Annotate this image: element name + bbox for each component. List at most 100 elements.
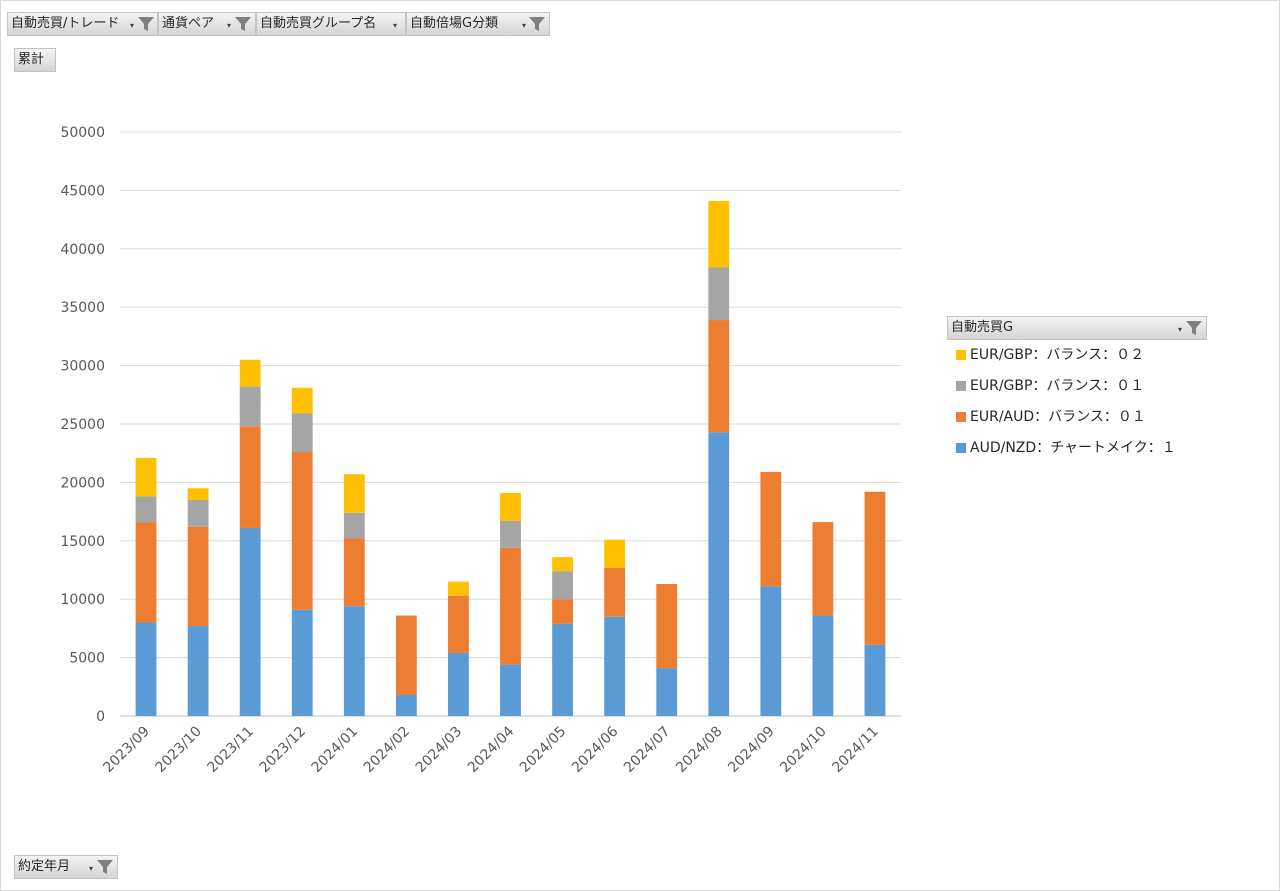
- y-tick-label: 5000: [69, 651, 105, 667]
- x-tick-label: 2024/10: [777, 724, 829, 776]
- axis-field-label: 約定年月: [18, 859, 71, 874]
- bar-segment: [239, 386, 261, 427]
- axis-field-button[interactable]: 約定年月 ▾: [14, 855, 118, 879]
- bar-segment: [395, 615, 417, 695]
- bar-segment: [343, 512, 365, 539]
- legend-label: EUR/AUD：バランス：０１: [970, 409, 1146, 425]
- bar-segment: [708, 267, 730, 321]
- x-tick-label: 2024/03: [413, 724, 465, 776]
- x-tick-label: 2024/04: [465, 723, 518, 776]
- y-tick-label: 45000: [60, 183, 105, 199]
- bar-segment: [187, 626, 209, 716]
- bar-segment: [343, 538, 365, 607]
- value-field-label: 累計: [18, 52, 45, 67]
- filter-field-label: 自動売買/トレード: [11, 16, 120, 31]
- x-tick-label: 2024/06: [569, 723, 622, 776]
- bar-segment: [500, 520, 521, 548]
- dropdown-icon[interactable]: ▾: [393, 21, 398, 30]
- x-tick-label: 2024/08: [673, 724, 725, 776]
- y-tick-label: 40000: [60, 242, 105, 258]
- bar-segment: [343, 474, 365, 513]
- y-tick-label: 0: [96, 709, 105, 725]
- legend-label: AUD/NZD：チャートメイク：１: [970, 440, 1176, 456]
- bar-segment: [656, 584, 678, 669]
- bar-segment: [812, 522, 834, 616]
- dropdown-arrow-icon: ▾: [130, 21, 135, 30]
- bar-segment: [552, 571, 573, 600]
- x-tick-label: 2024/07: [621, 724, 673, 776]
- y-tick-label: 35000: [60, 300, 105, 316]
- filter-field-currency-pair[interactable]: 通貨ペア ▾: [158, 12, 256, 36]
- x-tick-label: 2023/12: [257, 724, 309, 776]
- x-tick-label: 2023/09: [100, 724, 152, 776]
- filter-icon[interactable]: [528, 16, 546, 33]
- bar-segment: [448, 581, 469, 596]
- bar-segment: [135, 522, 157, 623]
- bar-segment: [291, 413, 313, 453]
- y-tick-label: 15000: [60, 534, 105, 550]
- y-tick-label: 50000: [60, 125, 105, 141]
- bar-segment: [500, 664, 521, 716]
- bar-segment: [760, 586, 782, 716]
- legend-label: EUR/GBP：バランス：０１: [970, 378, 1145, 394]
- bar-segment: [239, 527, 261, 716]
- bar-segment: [552, 599, 573, 624]
- x-tick-label: 2024/09: [725, 724, 777, 776]
- filter-icon[interactable]: [137, 16, 155, 33]
- filter-icon[interactable]: [96, 859, 114, 876]
- bar-segment: [135, 496, 157, 523]
- bar-segment: [291, 387, 313, 414]
- filter-field-label: 自動倍場G分類: [410, 16, 499, 31]
- legend-field-label: 自動売買G: [951, 320, 1014, 335]
- bar-segment: [500, 492, 521, 521]
- value-field-button[interactable]: 累計: [14, 48, 56, 72]
- legend-field-button[interactable]: 自動売買G ▾: [947, 316, 1207, 340]
- bar-segment: [708, 200, 730, 268]
- dropdown-arrow-icon: ▾: [522, 21, 527, 30]
- bar-segment: [135, 457, 157, 497]
- filter-icon[interactable]: [1185, 320, 1203, 337]
- filter-field-group-name[interactable]: 自動売買グループ名 ▾: [256, 12, 406, 36]
- bar-segment: [239, 426, 261, 528]
- legend-label: EUR/GBP：バランス：０２: [970, 347, 1145, 363]
- legend-swatch: [956, 412, 966, 422]
- bar-segment: [135, 622, 157, 716]
- bar-segment: [187, 526, 209, 627]
- y-tick-label: 20000: [60, 475, 105, 491]
- bar-segment: [604, 539, 626, 568]
- y-tick-label: 25000: [60, 417, 105, 433]
- bar-segment: [604, 616, 626, 716]
- bar-segment: [656, 668, 678, 716]
- x-tick-label: 2023/11: [205, 724, 257, 776]
- bar-segment: [239, 359, 261, 387]
- bar-segment: [552, 623, 573, 716]
- legend-swatch: [956, 443, 966, 453]
- legend-swatch: [956, 381, 966, 391]
- bar-segment: [500, 547, 521, 665]
- bar-segment: [187, 488, 209, 500]
- y-tick-label: 30000: [60, 359, 105, 375]
- y-tick-label: 10000: [60, 592, 105, 608]
- bar-segment: [448, 595, 469, 653]
- bar-segment: [604, 567, 626, 617]
- bar-segment: [812, 615, 834, 716]
- legend-swatch: [956, 350, 966, 360]
- bar-segment: [291, 452, 313, 610]
- filter-field-auto-trade[interactable]: 自動売買/トレード ▾: [7, 12, 158, 36]
- filter-field-label: 自動売買グループ名: [260, 16, 377, 31]
- bar-segment: [448, 652, 469, 716]
- bar-segment: [552, 557, 573, 572]
- filter-field-label: 通貨ペア: [162, 16, 215, 31]
- bar-segment: [291, 609, 313, 716]
- filter-field-group-class[interactable]: 自動倍場G分類 ▾: [406, 12, 550, 36]
- x-tick-label: 2023/10: [152, 724, 204, 776]
- bar-segment: [343, 606, 365, 716]
- bar-segment: [864, 491, 886, 645]
- bar-segment: [395, 694, 417, 716]
- x-tick-label: 2024/05: [517, 724, 569, 776]
- x-tick-label: 2024/11: [829, 724, 881, 776]
- dropdown-arrow-icon: ▾: [227, 21, 232, 30]
- bar-segment: [187, 499, 209, 527]
- filter-icon[interactable]: [234, 16, 252, 33]
